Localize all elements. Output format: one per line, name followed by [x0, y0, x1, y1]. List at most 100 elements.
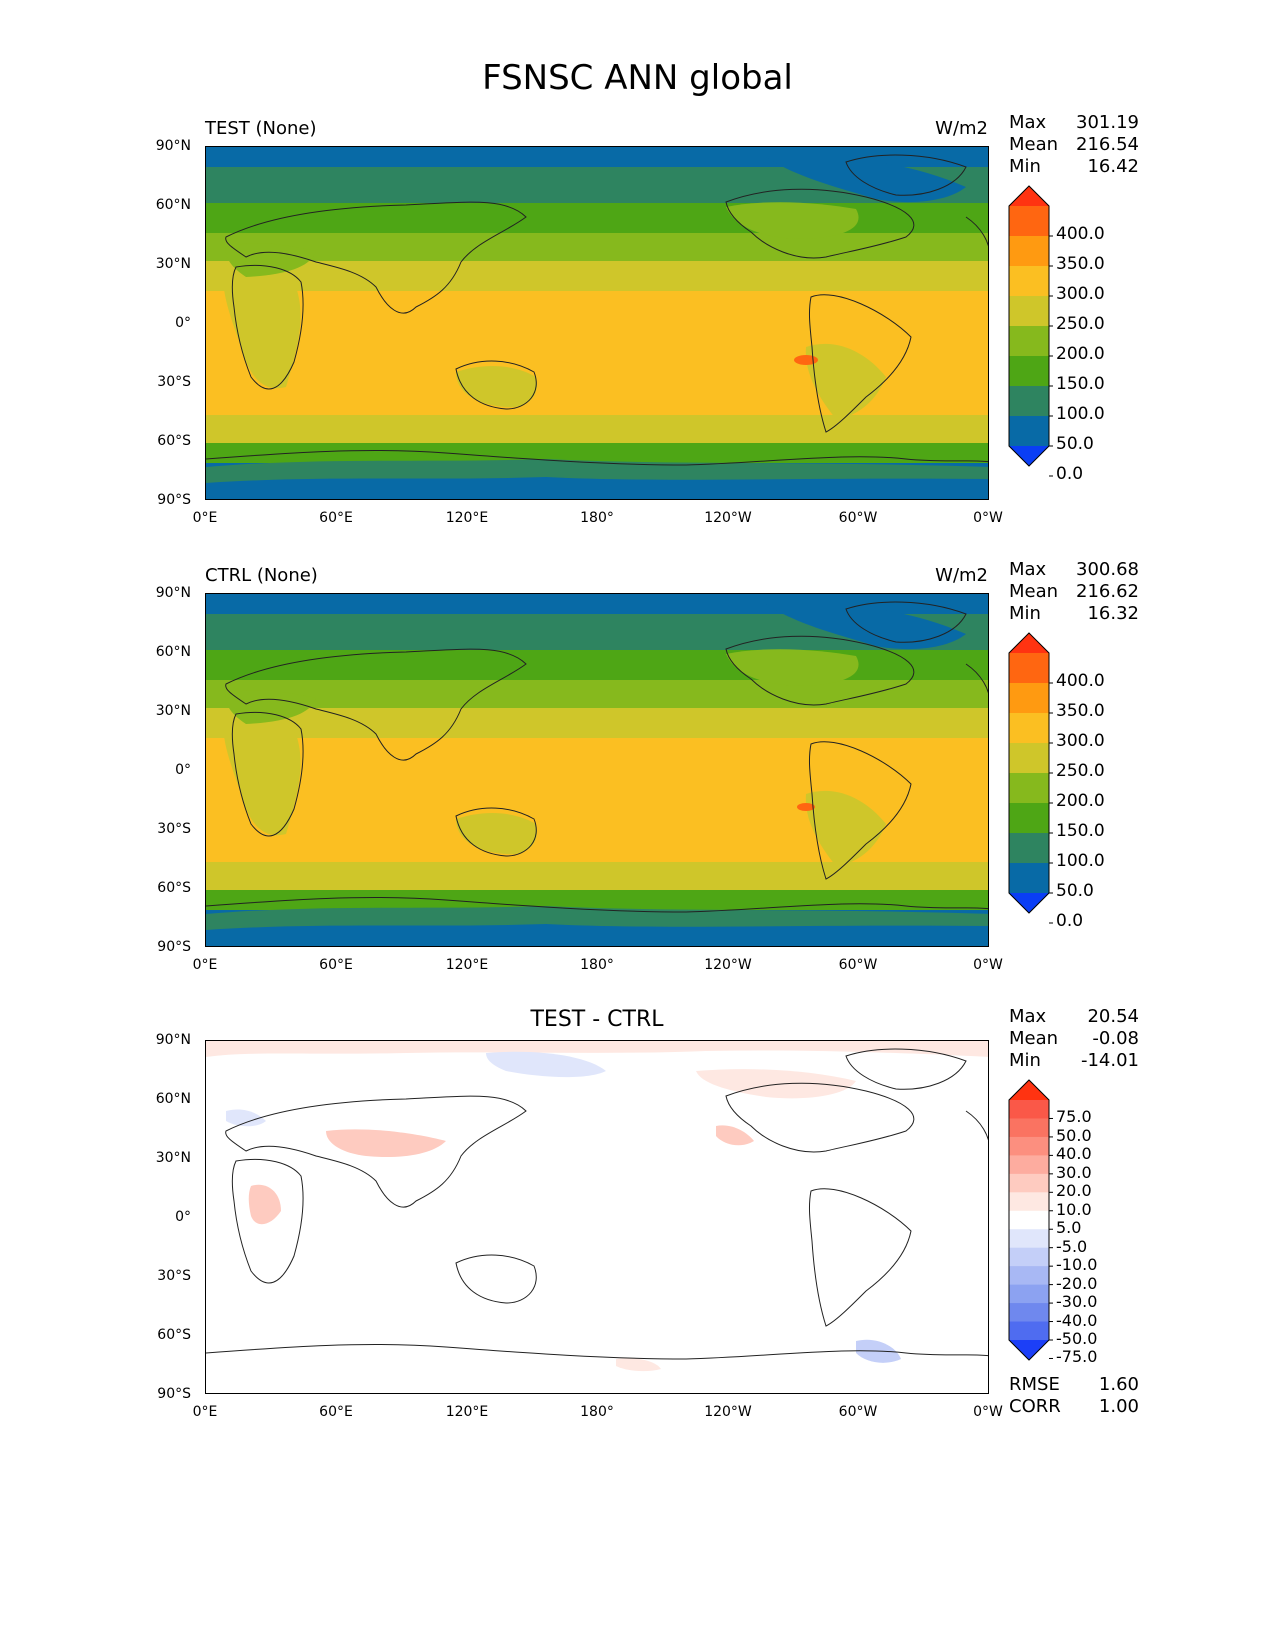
y-tick-label: 90°S: [157, 939, 191, 955]
test-map: [205, 146, 989, 500]
colorbar-label: 0.0: [1056, 464, 1084, 484]
y-tick-label: 0°: [175, 315, 191, 331]
colorbar-segment: [1009, 1118, 1049, 1138]
stat-mean: -0.08: [1092, 1028, 1139, 1049]
colorbar-segment: [1009, 1229, 1049, 1249]
x-tick-label: 120°W: [704, 957, 752, 973]
y-tick-label: 30°S: [157, 1268, 191, 1284]
colorbar-extend-min: [1009, 1340, 1049, 1360]
colorbar-segment: [1009, 1136, 1049, 1156]
stat-label: Mean: [1009, 581, 1059, 602]
colorbar-segment: [1009, 743, 1049, 774]
ctrl-colorbar: 400.0 350.0 300.0 250.0 200.0 150.0 100.0 50.0 0…: [1008, 632, 1105, 930]
colorbar-segment: [1009, 653, 1049, 684]
colorbar-label: 150.0: [1056, 821, 1105, 841]
ctrl-stats: Max 300.68 Mean 216.62 Min 16.32: [1009, 559, 1139, 625]
colorbar-label: 50.0: [1056, 881, 1094, 901]
y-tick-label: 60°S: [157, 880, 191, 896]
diff-colorbar: 75.0 50.0 40.0 30.0 20.0 10.0 5.0 -5.0 -10.0 -20.…: [1008, 1079, 1097, 1365]
stat-min: -14.01: [1080, 1050, 1139, 1071]
y-tick-label: 60°S: [157, 433, 191, 449]
diff-panel-title: TEST - CTRL: [530, 1007, 664, 1032]
stat-label: Min: [1009, 156, 1041, 177]
stat-label: Max: [1009, 112, 1047, 133]
metric-label: RMSE: [1009, 1374, 1060, 1395]
x-tick-label: 0°E: [192, 510, 218, 526]
y-tick-label: 60°N: [155, 197, 191, 213]
colorbar-segment: [1009, 1100, 1049, 1119]
y-tick-label: 90°N: [155, 585, 191, 601]
ctrl-panel-title: CTRL (None): [205, 565, 318, 586]
y-tick-label: 60°S: [157, 1327, 191, 1343]
x-tick-label: 120°E: [445, 957, 489, 973]
x-tick-label: 0°W: [973, 957, 1003, 973]
colorbar-segment: [1009, 1210, 1049, 1230]
colorbar-segment: [1009, 266, 1049, 297]
y-tick-label: 0°: [175, 1209, 191, 1225]
stat-min: 16.32: [1087, 603, 1139, 624]
colorbar-label: 200.0: [1056, 344, 1105, 364]
y-tick-label: 30°S: [157, 821, 191, 837]
colorbar-label: 400.0: [1056, 671, 1105, 691]
colorbar-extend-max: [1009, 633, 1049, 653]
stat-label: Max: [1009, 1006, 1047, 1027]
colorbar-label: 20.0: [1056, 1181, 1092, 1201]
stat-mean: 216.54: [1076, 134, 1139, 155]
metric-label: CORR: [1009, 1396, 1061, 1417]
colorbar-svg: [1008, 185, 1053, 477]
stat-label: Mean: [1009, 134, 1059, 155]
colorbar-segment: [1009, 326, 1049, 357]
colorbar-segment: [1009, 1173, 1049, 1193]
colorbar-segment: [1009, 296, 1049, 327]
ctrl-map: [205, 593, 989, 947]
x-tick-label: 60°W: [838, 510, 878, 526]
rmse-value: 1.60: [1098, 1374, 1139, 1395]
x-tick-label: 180°: [580, 1404, 614, 1420]
x-tick-label: 0°E: [192, 957, 218, 973]
y-tick-label: 30°S: [157, 374, 191, 390]
y-tick-label: 60°N: [155, 644, 191, 660]
colorbar-segment: [1009, 1284, 1049, 1304]
colorbar-label: 50.0: [1056, 434, 1094, 454]
colorbar-label: 200.0: [1056, 791, 1105, 811]
x-tick-label: 0°W: [973, 510, 1003, 526]
colorbar-segment: [1009, 236, 1049, 267]
x-tick-label: 60°E: [319, 510, 353, 526]
colorbar-label: 5.0: [1056, 1218, 1082, 1238]
x-tick-label: 120°E: [445, 510, 489, 526]
colorbar-label: 300.0: [1056, 731, 1105, 751]
colorbar-segment: [1009, 386, 1049, 417]
stat-min: 16.42: [1087, 156, 1139, 177]
colorbar-label: -75.0: [1056, 1347, 1098, 1367]
stat-max: 20.54: [1087, 1006, 1139, 1027]
stat-max: 300.68: [1076, 559, 1139, 580]
colorbar-segment: [1009, 803, 1049, 834]
colorbar-label: 350.0: [1056, 701, 1105, 721]
colorbar-label: -40.0: [1056, 1310, 1098, 1330]
colorbar-label: 150.0: [1056, 374, 1105, 394]
y-tick-label: 0°: [175, 762, 191, 778]
colorbar-segment: [1009, 416, 1049, 447]
y-tick-label: 60°N: [155, 1091, 191, 1107]
colorbar-extend-min: [1009, 446, 1049, 466]
colorbar-label: 300.0: [1056, 284, 1105, 304]
colorbar-extend-min: [1009, 893, 1049, 913]
colorbar-segment: [1009, 356, 1049, 387]
diff-stats: Max 20.54 Mean -0.08 Min -14.01: [1009, 1006, 1139, 1072]
x-tick-label: 120°W: [704, 1404, 752, 1420]
colorbar-segment: [1009, 773, 1049, 804]
x-tick-label: 0°W: [973, 1404, 1003, 1420]
colorbar-segment: [1009, 1303, 1049, 1323]
ctrl-units: W/m2: [935, 565, 988, 586]
x-tick-label: 60°W: [838, 1404, 878, 1420]
colorbar-svg: [1008, 1079, 1053, 1361]
x-tick-label: 180°: [580, 957, 614, 973]
corr-value: 1.00: [1098, 1396, 1139, 1417]
y-tick-label: 30°N: [155, 1150, 191, 1166]
colorbar-label: 30.0: [1056, 1162, 1092, 1182]
colorbar-label: 40.0: [1056, 1144, 1092, 1164]
colorbar-label: 400.0: [1056, 224, 1105, 244]
y-tick-label: 30°N: [155, 703, 191, 719]
colorbar-svg: [1008, 632, 1053, 924]
stat-max: 301.19: [1076, 112, 1139, 133]
